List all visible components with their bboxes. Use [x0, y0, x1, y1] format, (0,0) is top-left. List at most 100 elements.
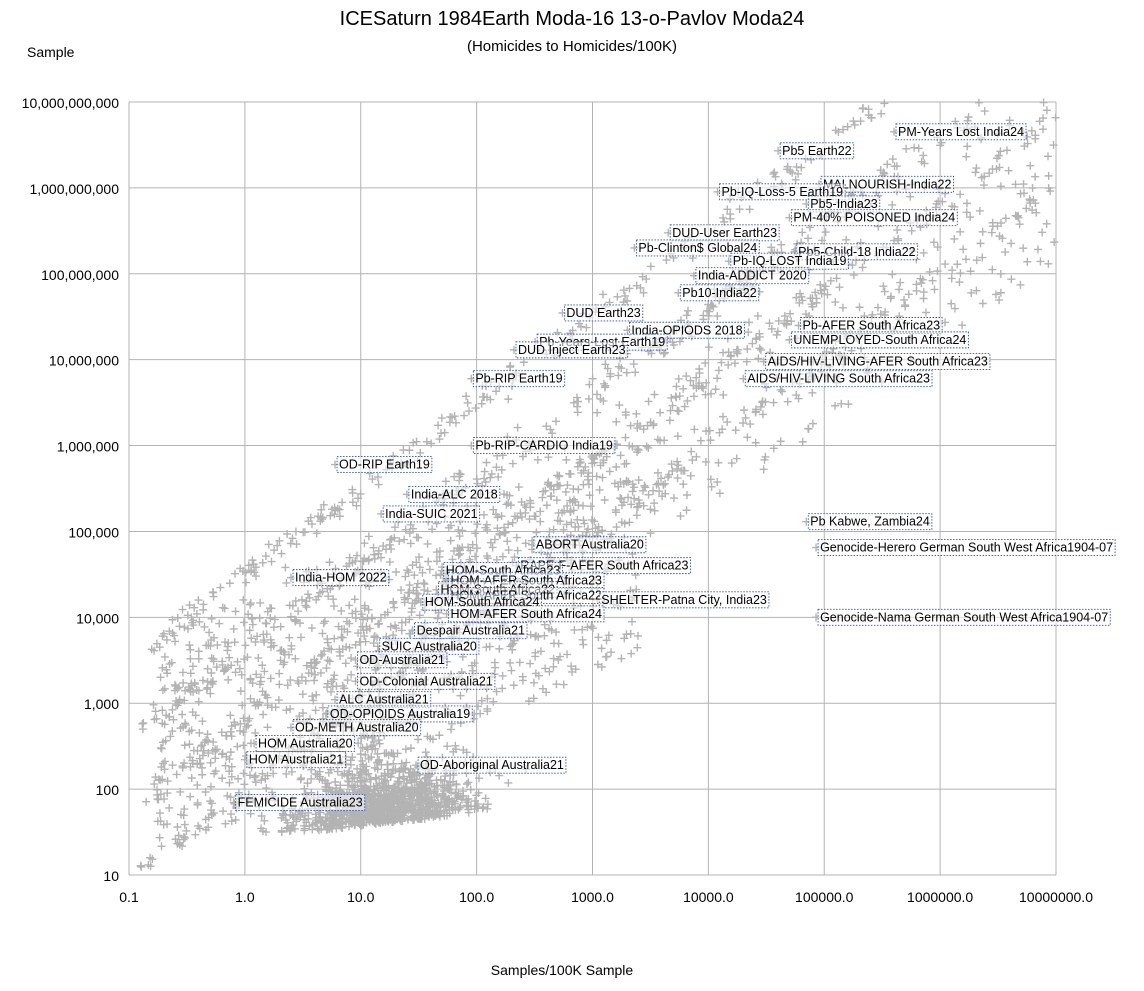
- scatter-point: [972, 256, 981, 265]
- scatter-point: [941, 260, 950, 269]
- scatter-point: [622, 630, 631, 639]
- scatter-point: [508, 518, 517, 527]
- scatter-point: [247, 567, 256, 576]
- scatter-point: [507, 666, 516, 675]
- scatter-point: [616, 494, 625, 503]
- scatter-point: [440, 808, 449, 817]
- scatter-point: [193, 781, 202, 790]
- scatter-point: [169, 715, 178, 724]
- scatter-point: [397, 764, 406, 773]
- scatter-point: [155, 809, 164, 818]
- scatter-point: [225, 755, 234, 764]
- scatter-point: [462, 392, 471, 401]
- scatter-point: [991, 290, 1000, 299]
- scatter-point: [354, 739, 363, 748]
- scatter-point: [529, 694, 538, 703]
- point-label: OD-Colonial Australia21: [356, 672, 496, 690]
- scatter-point: [343, 781, 352, 790]
- scatter-point: [178, 710, 187, 719]
- point-label: Genocide-Nama German South West Africa19…: [817, 608, 1111, 626]
- scatter-point: [602, 636, 611, 645]
- scatter-point: [207, 614, 216, 623]
- scatter-point: [978, 299, 987, 308]
- scatter-point: [394, 793, 403, 802]
- scatter-point: [653, 468, 662, 477]
- scatter-point: [617, 654, 626, 663]
- scatter-point: [424, 557, 433, 566]
- scatter-point: [297, 774, 306, 783]
- scatter-point: [631, 368, 640, 377]
- scatter-point: [1007, 239, 1016, 248]
- y-tick-label: 100: [96, 782, 120, 798]
- scatter-point: [373, 765, 382, 774]
- scatter-point: [538, 493, 547, 502]
- point-label-box: [719, 183, 846, 201]
- scatter-point: [380, 749, 389, 758]
- svg-text:Despair Australia21: Despair Australia21: [417, 624, 525, 638]
- scatter-point: [937, 138, 946, 147]
- scatter-point: [996, 147, 1005, 156]
- scatter-point: [300, 824, 309, 833]
- scatter-point: [253, 632, 262, 641]
- scatter-point: [925, 267, 934, 276]
- scatter-point: [929, 238, 938, 247]
- scatter-point: [251, 728, 260, 737]
- scatter-point: [277, 549, 286, 558]
- scatter-point: [158, 663, 167, 672]
- point-label-box: [817, 608, 1111, 626]
- scatter-point: [194, 596, 203, 605]
- scatter-point: [622, 476, 631, 485]
- x-tick-label: 0.1: [119, 889, 139, 905]
- svg-text:HOM-South Africa24: HOM-South Africa24: [425, 595, 540, 609]
- point-label: India-HOM 2022: [292, 569, 390, 587]
- scatter-point: [409, 586, 418, 595]
- scatter-point: [218, 660, 227, 669]
- scatter-point: [1039, 125, 1048, 134]
- scatter-point: [160, 720, 169, 729]
- scatter-point: [226, 727, 235, 736]
- scatter-point: [240, 655, 249, 664]
- scatter-point: [979, 181, 988, 190]
- scatter-point: [258, 769, 267, 778]
- scatter-point: [370, 818, 379, 827]
- scatter-point: [595, 485, 604, 494]
- scatter-point: [362, 770, 371, 779]
- scatter-point: [287, 641, 296, 650]
- scatter-point: [531, 632, 540, 641]
- scatter-point: [142, 797, 151, 806]
- scatter-point: [456, 549, 465, 558]
- scatter-point: [782, 319, 791, 328]
- scatter-point: [162, 711, 171, 720]
- scatter-point: [532, 631, 541, 640]
- scatter-point: [639, 288, 648, 297]
- scatter-point: [657, 474, 666, 483]
- scatter-point: [244, 610, 253, 619]
- scatter-point: [919, 294, 928, 303]
- svg-text:HOM Australia20: HOM Australia20: [258, 736, 353, 750]
- scatter-point: [447, 725, 456, 734]
- point-label-box: [414, 622, 528, 640]
- scatter-point: [593, 408, 602, 417]
- scatter-point: [175, 622, 184, 631]
- point-label: MALNOURISH-India22: [820, 175, 954, 193]
- scatter-point: [778, 387, 787, 396]
- scatter-point: [498, 671, 507, 680]
- scatter-point: [323, 635, 332, 644]
- point-label-box: [472, 437, 616, 455]
- scatter-point: [376, 553, 385, 562]
- scatter-point: [393, 799, 402, 808]
- scatter-point: [996, 269, 1005, 278]
- scatter-point: [166, 732, 175, 741]
- scatter-point: [706, 301, 715, 310]
- scatter-point: [151, 773, 160, 782]
- scatter-point: [456, 691, 465, 700]
- scatter-point: [806, 294, 815, 303]
- scatter-point: [345, 559, 354, 568]
- scatter-point: [643, 421, 652, 430]
- scatter-point: [277, 646, 286, 655]
- scatter-point: [200, 622, 209, 631]
- scatter-point: [273, 541, 282, 550]
- scatter-point: [180, 623, 189, 632]
- scatter-point: [578, 635, 587, 644]
- scatter-point: [490, 535, 499, 544]
